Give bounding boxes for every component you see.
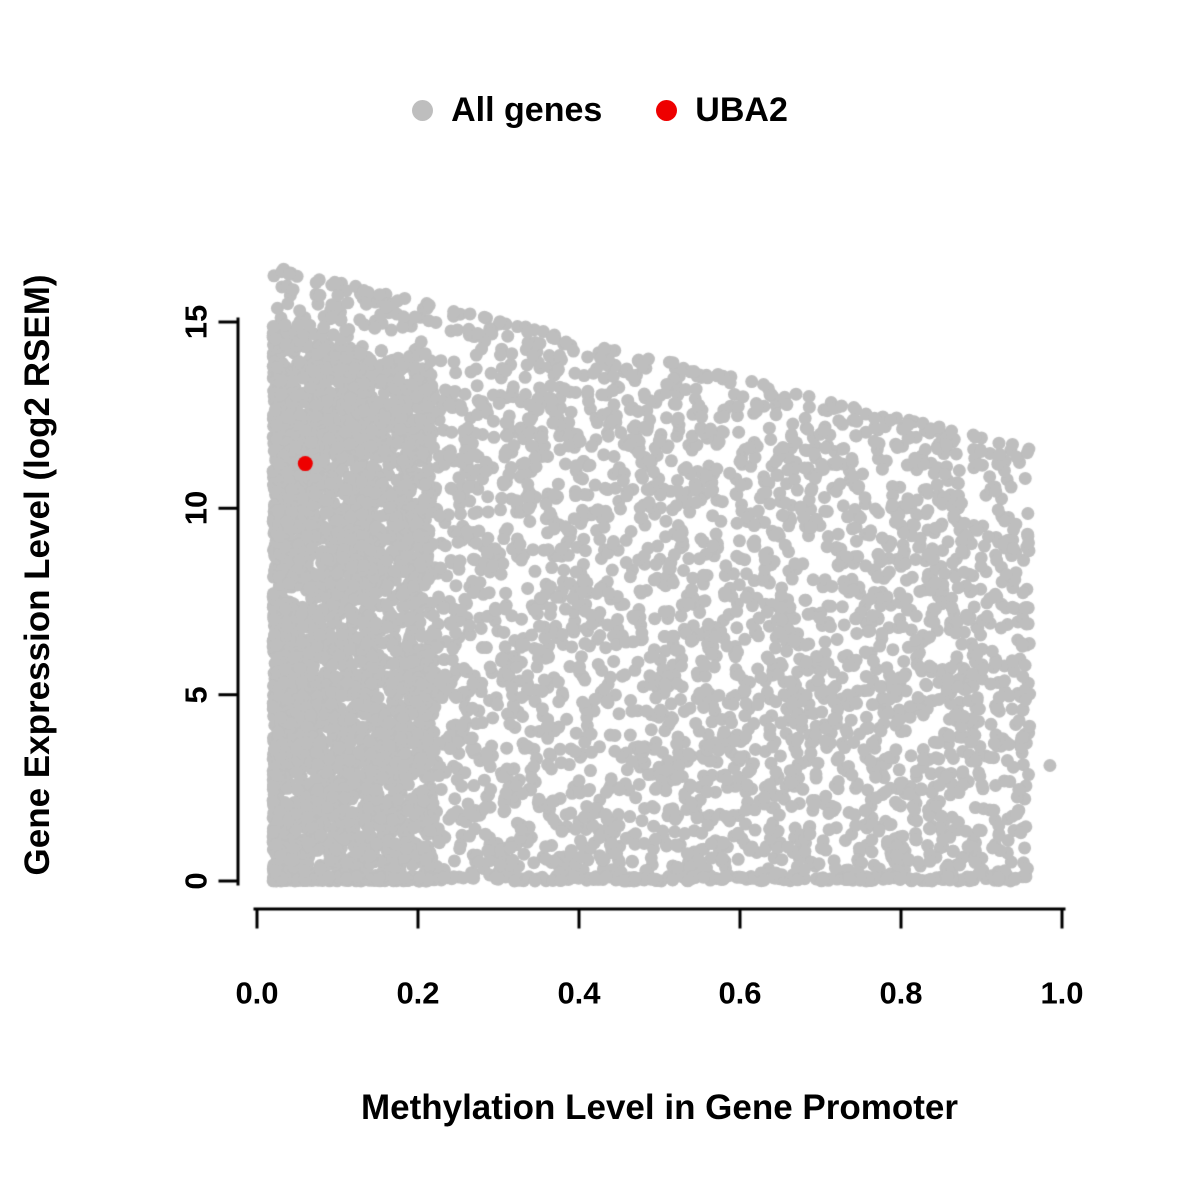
- x-axis-label: Methylation Level in Gene Promoter: [360, 1088, 959, 1127]
- y-axis-label: Gene Expression Level (log2 RSEM): [18, 274, 57, 876]
